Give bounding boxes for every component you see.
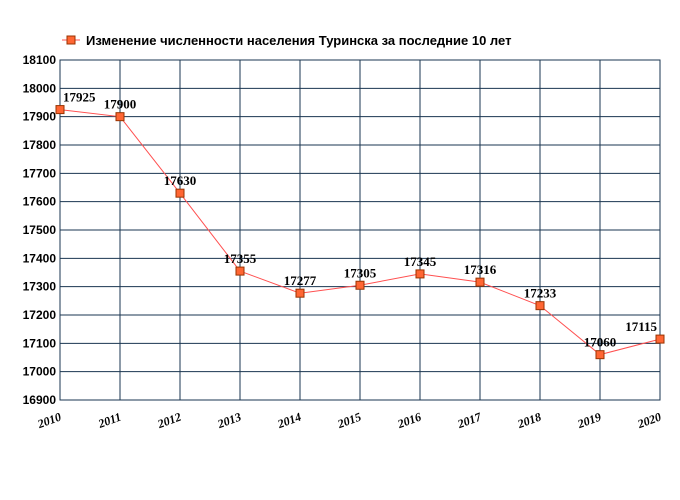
data-point [655, 334, 665, 344]
data-point [355, 280, 365, 290]
x-tick-label: 2012 [155, 410, 183, 432]
x-axis-ticks: 2010 2011 2012 2013 2014 2015 2016 2017 2018 2019… [35, 409, 663, 431]
data-point [235, 266, 245, 276]
y-tick-label: 18100 [23, 53, 57, 67]
y-tick-label: 17700 [23, 166, 57, 180]
x-tick-label: 2020 [635, 410, 663, 432]
x-tick-label: 2018 [515, 410, 543, 432]
data-point [535, 301, 545, 311]
data-label: 17355 [224, 251, 257, 266]
y-tick-label: 17900 [23, 110, 57, 124]
y-tick-label: 17200 [23, 308, 57, 322]
legend-label: Изменение численности населения Туринска… [86, 33, 511, 48]
data-label: 17345 [404, 254, 437, 269]
data-label: 17277 [284, 273, 317, 288]
data-point [55, 105, 65, 115]
x-tick-label: 2014 [275, 410, 303, 432]
data-point [475, 277, 485, 287]
y-tick-label: 17400 [23, 251, 57, 265]
y-tick-label: 17600 [23, 195, 57, 209]
data-labels: 17925 17900 17630 17355 17277 17305 17345 17316… [63, 90, 657, 350]
x-tick-label: 2010 [35, 410, 63, 432]
y-tick-label: 18000 [23, 81, 57, 95]
y-tick-label: 17800 [23, 138, 57, 152]
data-point [175, 188, 185, 198]
data-label: 17233 [524, 286, 557, 301]
legend: Изменение численности населения Туринска… [62, 33, 511, 48]
x-tick-label: 2016 [395, 410, 423, 432]
x-tick-label: 2015 [335, 410, 363, 432]
x-tick-label: 2011 [95, 410, 123, 431]
data-label: 17316 [464, 262, 497, 277]
y-tick-label: 17300 [23, 280, 57, 294]
legend-marker [66, 35, 76, 45]
y-axis-ticks: 16900 17000 17100 17200 17300 17400 17500 17600… [23, 53, 57, 407]
y-tick-label: 16900 [23, 393, 57, 407]
data-label: 17925 [63, 90, 96, 105]
data-point [115, 112, 125, 122]
data-label: 17115 [625, 319, 657, 334]
data-label: 17900 [104, 97, 137, 112]
data-label: 17630 [164, 173, 197, 188]
y-tick-label: 17000 [23, 365, 57, 379]
x-tick-label: 2017 [455, 409, 484, 431]
data-label: 17305 [344, 265, 377, 280]
data-point [295, 288, 305, 298]
data-point [595, 350, 605, 360]
data-label: 17060 [584, 335, 617, 350]
y-tick-label: 17500 [23, 223, 57, 237]
data-point [415, 269, 425, 279]
y-tick-label: 17100 [23, 336, 57, 350]
x-tick-label: 2019 [575, 410, 603, 432]
data-markers [55, 105, 665, 360]
plot-area [59, 59, 661, 401]
x-tick-label: 2013 [215, 410, 243, 432]
